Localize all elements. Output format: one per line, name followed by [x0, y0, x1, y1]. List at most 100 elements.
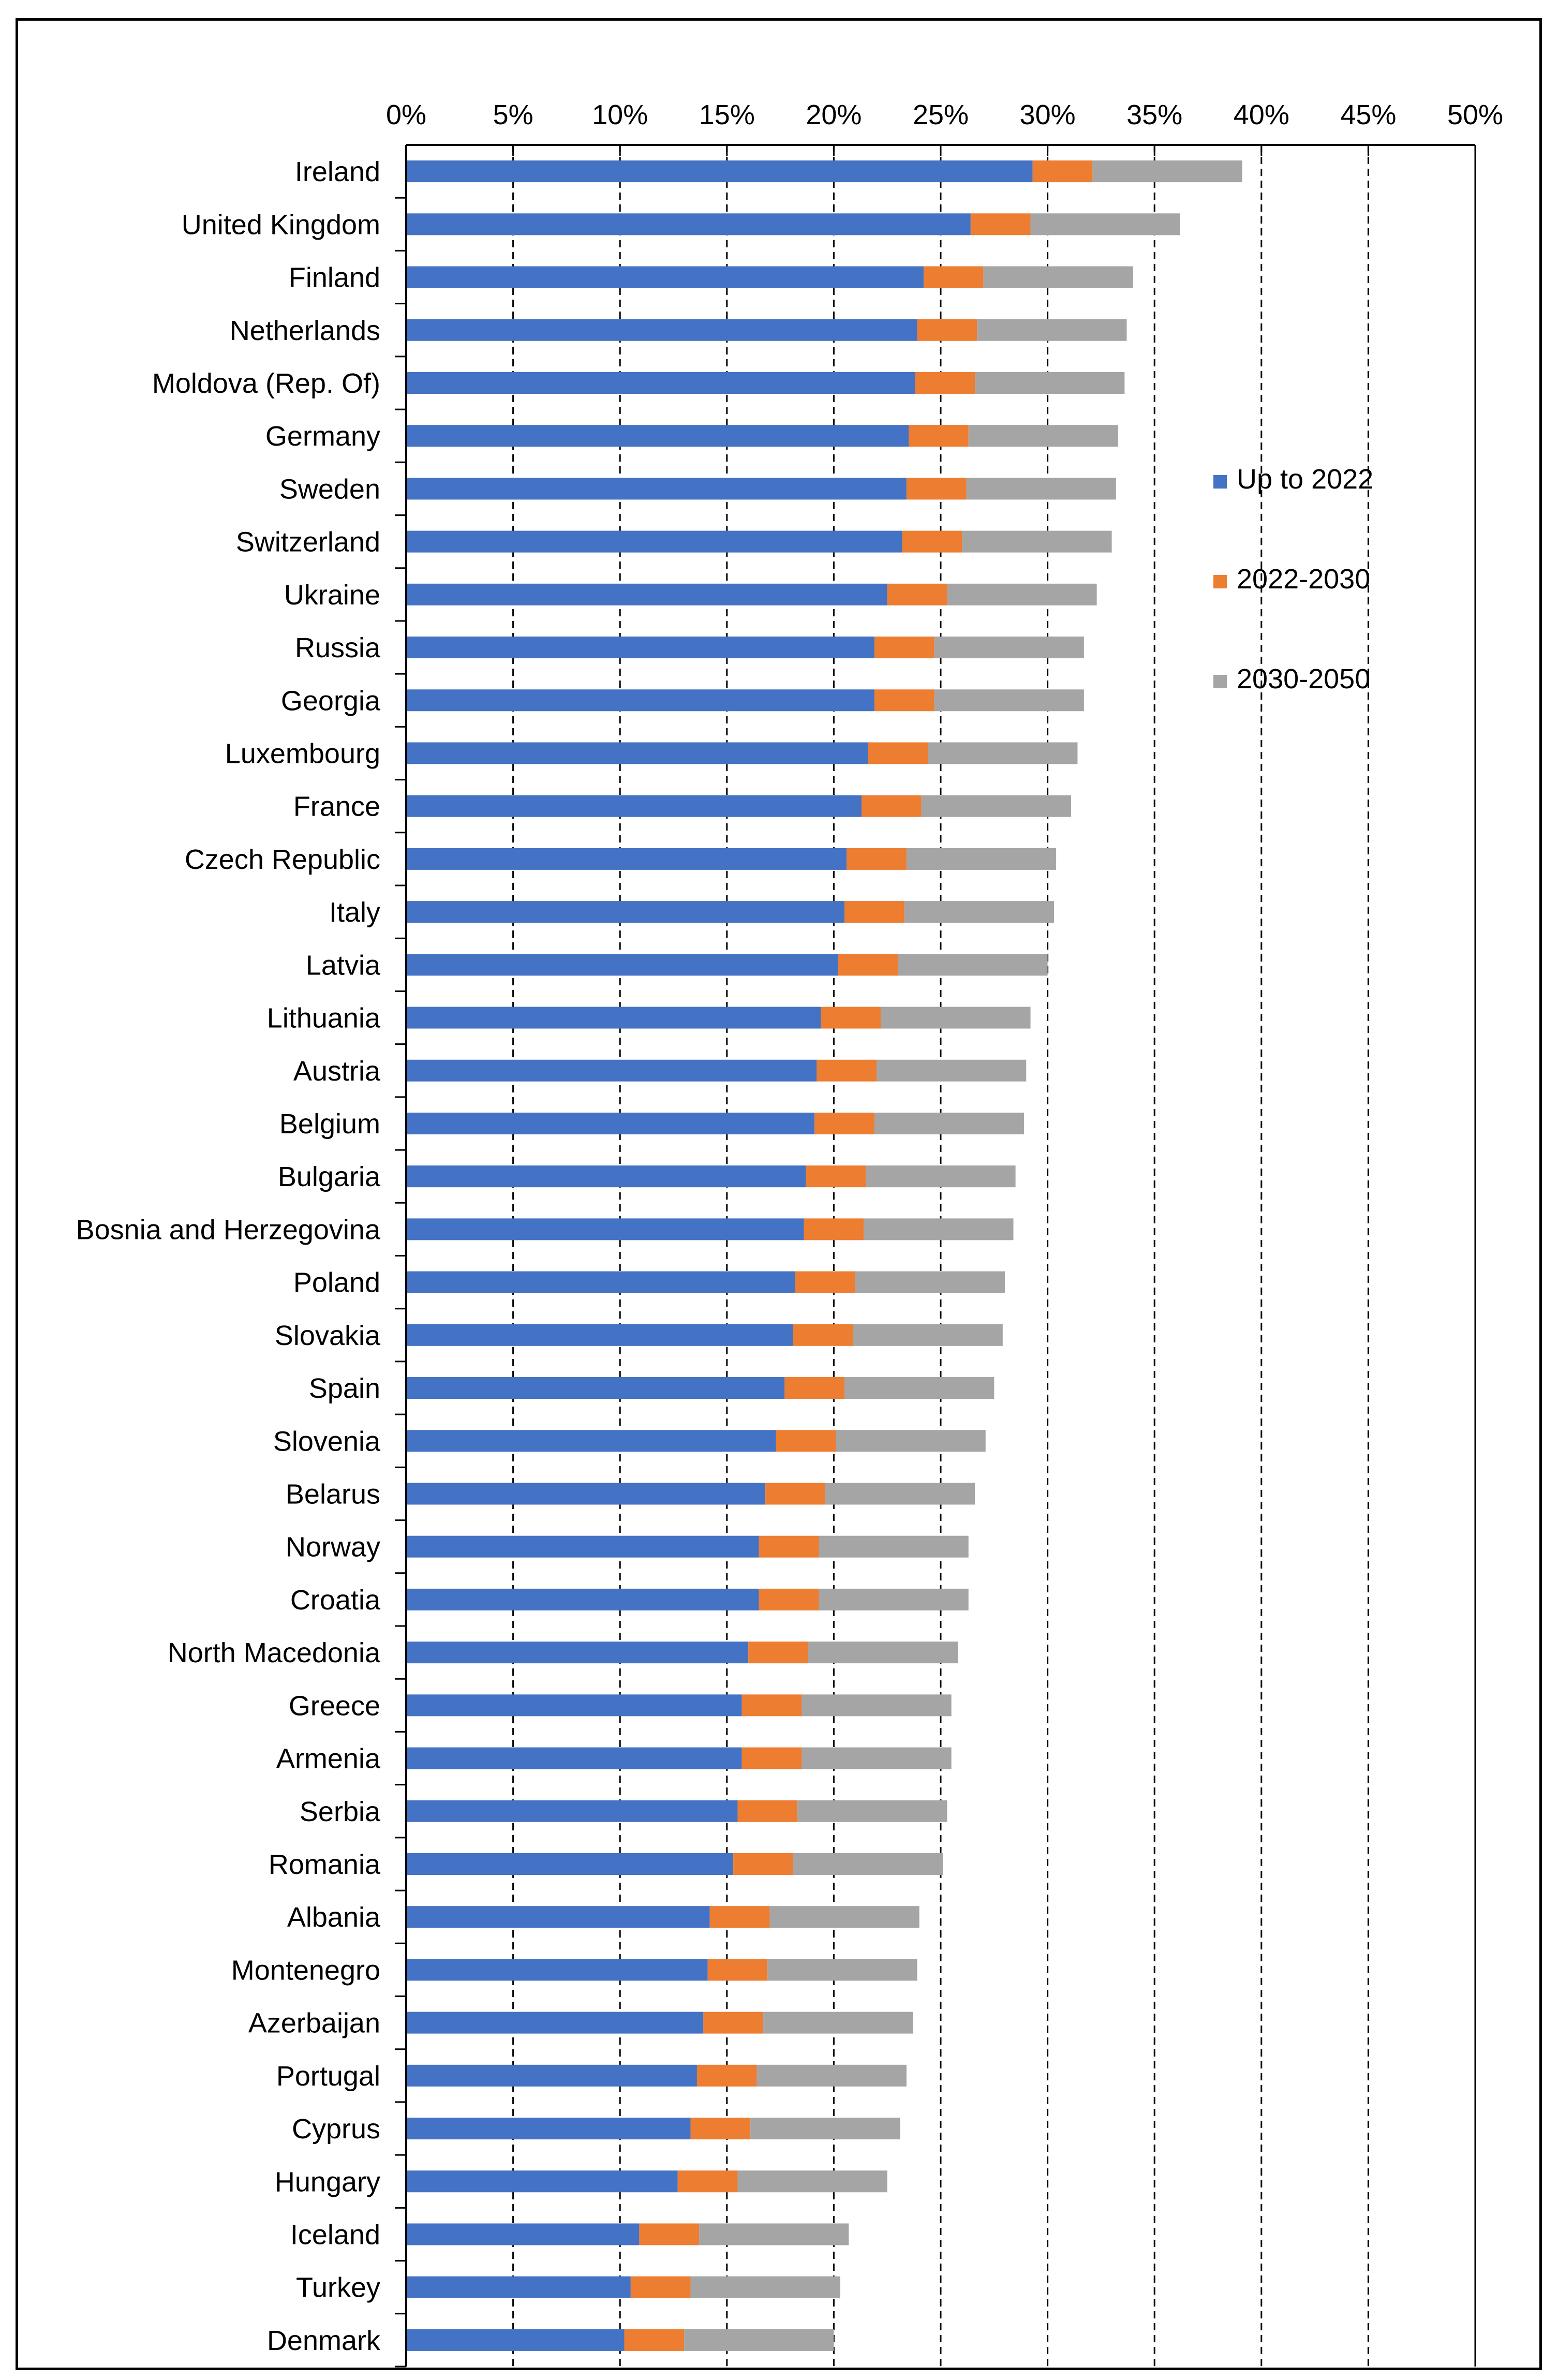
- bar-segment: [847, 848, 907, 870]
- bar-segment: [750, 2118, 900, 2140]
- category-label: Switzerland: [236, 527, 380, 558]
- category-label: Ukraine: [284, 580, 380, 611]
- bar-segment: [864, 1218, 1014, 1240]
- bar-segment: [406, 2064, 697, 2087]
- legend-label: 2030-2050: [1237, 663, 1370, 694]
- bar-segment: [630, 2276, 691, 2298]
- category-label: Latvia: [306, 950, 381, 981]
- x-tick-label: 5%: [493, 99, 533, 130]
- bar-segment: [898, 954, 1048, 976]
- category-label: Romania: [269, 1849, 381, 1880]
- bar-segment: [406, 848, 847, 870]
- category-label: Austria: [293, 1056, 381, 1087]
- category-label: Luxembourg: [225, 738, 380, 769]
- category-label: Greece: [289, 1690, 380, 1721]
- bar-segment: [838, 954, 898, 976]
- bar-segment: [902, 530, 962, 553]
- bar-segment: [804, 1218, 864, 1240]
- bar-segment: [406, 795, 862, 817]
- bar-segment: [406, 1165, 806, 1188]
- bar-segment: [406, 372, 915, 394]
- bar-segment: [962, 530, 1112, 553]
- bar-segment: [406, 742, 868, 764]
- bar-segment: [909, 425, 969, 447]
- category-label: Azerbaijan: [248, 2008, 380, 2039]
- bar-segment: [765, 1483, 825, 1505]
- bar-segment: [874, 689, 934, 712]
- category-label: Netherlands: [230, 315, 380, 346]
- bar-segment: [690, 2118, 751, 2140]
- category-label: Russia: [295, 632, 381, 663]
- bar-segment: [406, 583, 887, 605]
- bar-segment: [406, 637, 874, 659]
- bar-segment: [906, 478, 967, 500]
- bar-segment: [975, 372, 1125, 394]
- category-label: Albania: [287, 1902, 381, 1933]
- bar-segment: [699, 2223, 849, 2245]
- bar-segment: [797, 1800, 947, 1822]
- bar-segment: [406, 213, 971, 235]
- bar-segment: [1092, 160, 1242, 183]
- category-label: Cyprus: [292, 2113, 380, 2145]
- category-label: Spain: [309, 1373, 380, 1404]
- bar-segment: [406, 160, 1033, 183]
- bar-segment: [970, 213, 1031, 235]
- category-label: Moldova (Rep. Of): [152, 368, 380, 399]
- bar-segment: [977, 319, 1127, 341]
- axes: [395, 144, 1476, 2368]
- category-label: Sweden: [279, 474, 380, 505]
- bar-segment: [915, 372, 975, 394]
- bar-segment: [853, 1324, 1003, 1346]
- bar-segment: [406, 2118, 691, 2140]
- bar-segment: [406, 1959, 708, 1981]
- bar-segment: [808, 1642, 958, 1664]
- bar-segment: [406, 1747, 742, 1769]
- bar-segment: [795, 1271, 855, 1293]
- category-label: Denmark: [267, 2325, 381, 2356]
- category-label: Armenia: [276, 1743, 381, 1775]
- bar-segment: [406, 954, 838, 976]
- bar-segment: [769, 1906, 919, 1928]
- bar-segment: [741, 1747, 802, 1769]
- bar-segment: [968, 425, 1118, 447]
- x-tick-label: 30%: [1020, 99, 1076, 130]
- bar-segment: [406, 1535, 759, 1558]
- x-tick-label: 15%: [699, 99, 755, 130]
- category-label: Slovakia: [275, 1320, 381, 1351]
- bar-segment: [966, 478, 1116, 500]
- x-tick-label: 35%: [1126, 99, 1182, 130]
- bar-segment: [406, 1800, 738, 1822]
- legend: Up to 2022 2022-2030 2030-2050: [1213, 464, 1373, 694]
- legend-label: Up to 2022: [1237, 464, 1373, 495]
- category-label: Lithuania: [267, 1003, 381, 1034]
- category-label: Italy: [329, 897, 380, 928]
- bar-segment: [904, 901, 1054, 923]
- bar-segment: [767, 1959, 917, 1981]
- x-tick-label: 25%: [913, 99, 969, 130]
- bar-segment: [844, 1377, 995, 1399]
- bar-segment: [983, 266, 1133, 288]
- category-label: Finland: [289, 262, 380, 293]
- category-label: Czech Republic: [185, 844, 380, 875]
- bar-segment: [406, 901, 845, 923]
- bar-segment: [906, 848, 1057, 870]
- y-axis-category-labels: Ireland United Kingdom Finland Netherlands M…: [76, 156, 381, 2356]
- bar-segment: [836, 1430, 986, 1452]
- bar-segment: [776, 1430, 836, 1452]
- x-tick-label: 10%: [592, 99, 648, 130]
- bar-segment: [733, 1853, 793, 1875]
- bar-segment: [406, 1377, 785, 1399]
- category-label: Iceland: [290, 2219, 380, 2250]
- bar-segment: [406, 1007, 821, 1029]
- bar-segment: [406, 1588, 759, 1610]
- bar-segment: [677, 2170, 738, 2193]
- bar-segment: [947, 583, 1097, 605]
- bar-segment: [802, 1747, 952, 1769]
- bar-segment: [690, 2276, 840, 2298]
- category-label: Bulgaria: [278, 1161, 381, 1192]
- x-tick-label: 20%: [806, 99, 862, 130]
- category-label: Serbia: [300, 1796, 381, 1827]
- bar-segment: [921, 795, 1072, 817]
- category-label: Belgium: [279, 1108, 380, 1140]
- bar-segment: [406, 1059, 817, 1082]
